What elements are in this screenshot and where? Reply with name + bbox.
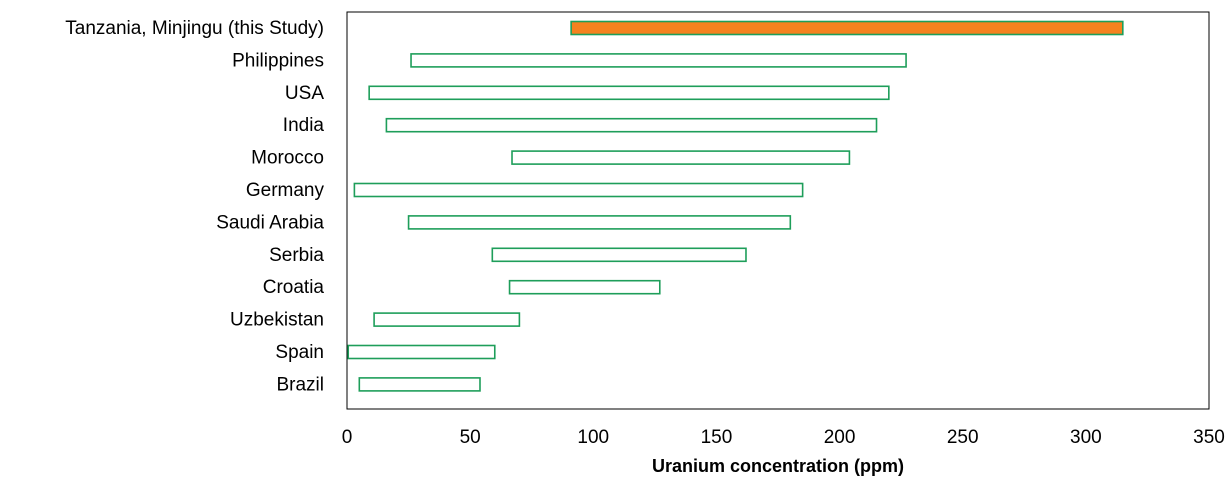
- category-label: India: [283, 115, 325, 136]
- category-label: Morocco: [251, 148, 324, 169]
- category-labels: Tanzania, Minjingu (this Study) Philippin…: [65, 18, 324, 395]
- x-tick-labels: 0 50 100 150 200 250 300 350: [342, 427, 1225, 448]
- range-bar: [347, 344, 496, 360]
- category-label: Saudi Arabia: [216, 212, 324, 233]
- range-bars: [347, 20, 1124, 392]
- category-label: Uzbekistan: [230, 310, 324, 331]
- range-bar: [570, 20, 1124, 36]
- range-bar: [358, 377, 481, 392]
- range-bar: [353, 182, 804, 198]
- range-bar: [385, 117, 878, 133]
- x-axis-title: Uranium concentration (ppm): [652, 456, 904, 476]
- category-label: Brazil: [276, 374, 324, 395]
- x-tick-label: 200: [824, 427, 856, 448]
- range-bar: [407, 215, 792, 230]
- x-tick-label: 350: [1193, 427, 1225, 448]
- range-bar: [511, 150, 851, 165]
- range-bar: [508, 279, 661, 295]
- category-label: Spain: [275, 342, 324, 363]
- category-label: Croatia: [263, 277, 325, 298]
- plot-frame: [346, 11, 1210, 410]
- category-label: Germany: [246, 180, 325, 201]
- category-label: Tanzania, Minjingu (this Study): [65, 18, 324, 39]
- range-bar: [368, 85, 890, 101]
- x-tick-label: 0: [342, 427, 353, 448]
- category-label: Serbia: [269, 245, 324, 266]
- range-bar: [373, 312, 521, 327]
- x-tick-label: 100: [577, 427, 609, 448]
- range-bar: [491, 247, 747, 263]
- x-tick-label: 50: [460, 427, 481, 448]
- x-tick-label: 150: [701, 427, 733, 448]
- x-tick-label: 300: [1070, 427, 1102, 448]
- x-tick-label: 250: [947, 427, 979, 448]
- range-bar: [410, 53, 907, 68]
- category-label: USA: [285, 83, 324, 104]
- category-label: Philippines: [232, 50, 324, 71]
